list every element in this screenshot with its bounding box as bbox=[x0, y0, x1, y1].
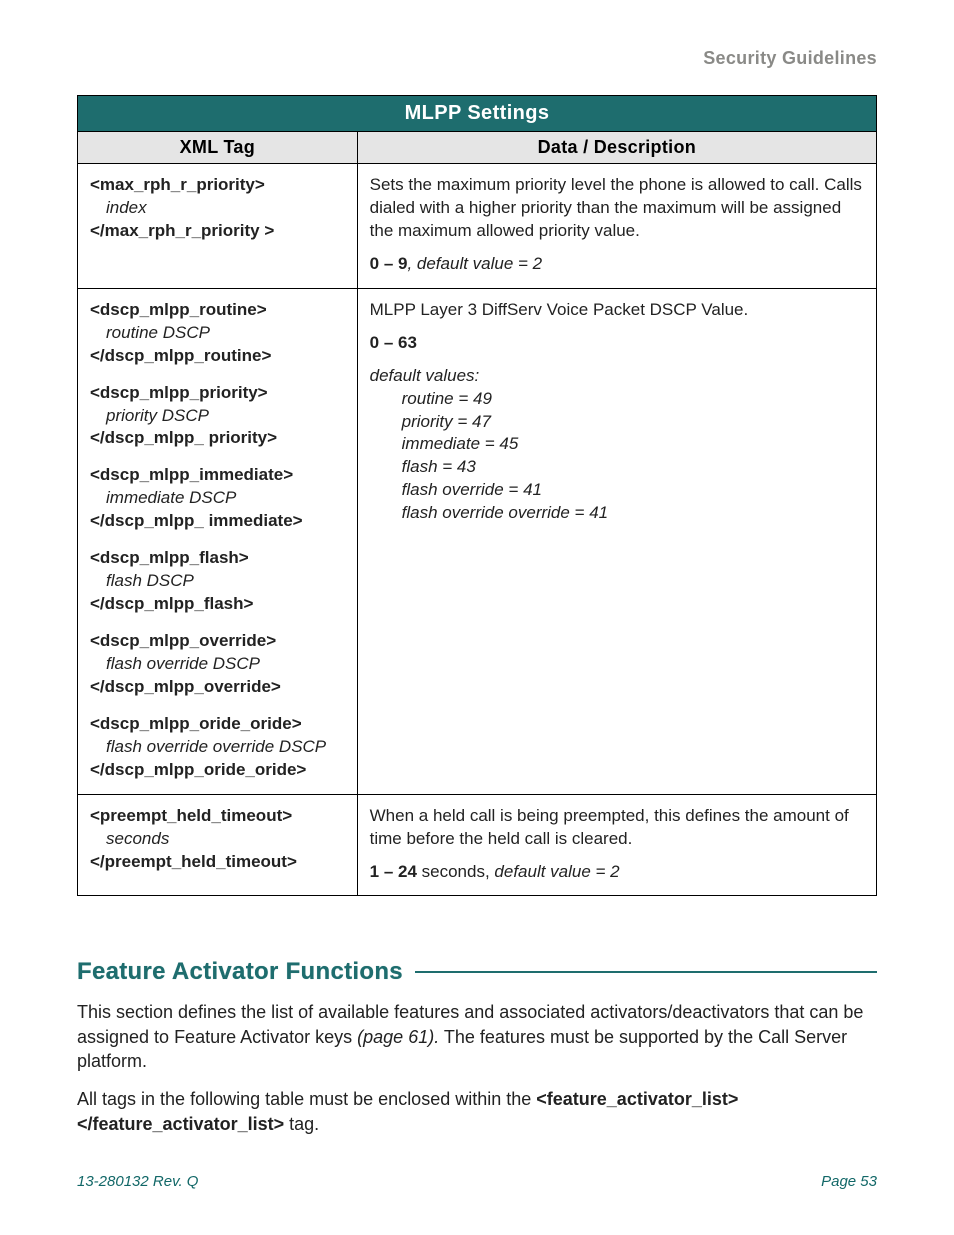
desc-main: MLPP Layer 3 DiffServ Voice Packet DSCP … bbox=[370, 299, 864, 322]
xml-value: immediate DSCP bbox=[90, 487, 345, 510]
table-row: <max_rph_r_priority>index</max_rph_r_pri… bbox=[78, 164, 877, 289]
xml-open-tag: <dscp_mlpp_oride_oride> bbox=[90, 714, 302, 733]
table-title: MLPP Settings bbox=[78, 96, 877, 132]
desc-defaults: default values:routine = 49priority = 47… bbox=[370, 365, 864, 526]
xml-tag-group: <dscp_mlpp_flash>flash DSCP</dscp_mlpp_f… bbox=[90, 547, 345, 616]
footer-right: Page 53 bbox=[821, 1173, 877, 1190]
xml-tag-group: <dscp_mlpp_priority> priority DSCP</dscp_… bbox=[90, 382, 345, 451]
desc-range-tail-ital: default value = 2 bbox=[494, 862, 619, 881]
default-value: flash override = 41 bbox=[370, 479, 864, 502]
section-p1: This section defines the list of availab… bbox=[77, 1000, 877, 1073]
desc-range-bold: 0 – 9 bbox=[370, 254, 408, 273]
xml-open-tag: <dscp_mlpp_immediate> bbox=[90, 465, 293, 484]
xml-close-tag: </preempt_held_timeout> bbox=[90, 851, 345, 874]
desc-range: 0 – 9, default value = 2 bbox=[370, 253, 864, 276]
section-title: Feature Activator Functions bbox=[77, 958, 403, 986]
xml-value: index bbox=[90, 197, 345, 220]
xml-value: flash override override DSCP bbox=[90, 736, 345, 759]
xml-tag-group: <dscp_mlpp_routine>routine DSCP</dscp_ml… bbox=[90, 299, 345, 368]
desc-main: Sets the maximum priority level the phon… bbox=[370, 174, 864, 243]
xml-open-tag: <dscp_mlpp_override> bbox=[90, 631, 276, 650]
xml-tag-group: <dscp_mlpp_override>flash override DSCP<… bbox=[90, 630, 345, 699]
desc-range-tail-plain: seconds, bbox=[417, 862, 495, 881]
xml-close-tag: </dscp_mlpp_ priority> bbox=[90, 427, 345, 450]
mlpp-settings-table: MLPP Settings XML Tag Data / Description… bbox=[77, 95, 877, 896]
xml-tag-cell: <preempt_held_timeout>seconds</preempt_h… bbox=[78, 794, 358, 896]
xml-close-tag: </dscp_mlpp_routine> bbox=[90, 345, 345, 368]
desc-range: 0 – 63 bbox=[370, 332, 864, 355]
defaults-label: default values: bbox=[370, 365, 864, 388]
col-header-desc: Data / Description bbox=[357, 132, 876, 164]
desc-range: 1 – 24 seconds, default value = 2 bbox=[370, 861, 864, 884]
xml-value: routine DSCP bbox=[90, 322, 345, 345]
xml-close-tag: </dscp_mlpp_override> bbox=[90, 676, 345, 699]
desc-range-bold: 0 – 63 bbox=[370, 333, 417, 352]
description-cell: When a held call is being preempted, thi… bbox=[357, 794, 876, 896]
xml-tag-group: <dscp_mlpp_oride_oride>flash override ov… bbox=[90, 713, 345, 782]
xml-value: flash override DSCP bbox=[90, 653, 345, 676]
xml-tag-group: <preempt_held_timeout>seconds</preempt_h… bbox=[90, 805, 345, 874]
xml-open-tag: <dscp_mlpp_flash> bbox=[90, 548, 249, 567]
xml-tag-cell: <max_rph_r_priority>index</max_rph_r_pri… bbox=[78, 164, 358, 289]
section-body: This section defines the list of availab… bbox=[77, 1000, 877, 1135]
xml-open-tag: <max_rph_r_priority> bbox=[90, 175, 265, 194]
default-value: priority = 47 bbox=[370, 411, 864, 434]
default-value: flash override override = 41 bbox=[370, 502, 864, 525]
xml-close-tag: </max_rph_r_priority > bbox=[90, 220, 345, 243]
section-heading: Feature Activator Functions bbox=[77, 958, 877, 986]
xml-open-tag: <dscp_mlpp_routine> bbox=[90, 300, 267, 319]
footer-left: 13-280132 Rev. Q bbox=[77, 1173, 198, 1190]
description-cell: MLPP Layer 3 DiffServ Voice Packet DSCP … bbox=[357, 288, 876, 794]
section-p2-tag-open: <feature_activator_list> bbox=[536, 1089, 738, 1109]
desc-range-bold: 1 – 24 bbox=[370, 862, 417, 881]
default-value: routine = 49 bbox=[370, 388, 864, 411]
description-cell: Sets the maximum priority level the phon… bbox=[357, 164, 876, 289]
col-header-xml: XML Tag bbox=[78, 132, 358, 164]
table-row: <dscp_mlpp_routine>routine DSCP</dscp_ml… bbox=[78, 288, 877, 794]
xml-open-tag: <preempt_held_timeout> bbox=[90, 806, 292, 825]
xml-tag-cell: <dscp_mlpp_routine>routine DSCP</dscp_ml… bbox=[78, 288, 358, 794]
default-value: immediate = 45 bbox=[370, 433, 864, 456]
page-footer: 13-280132 Rev. Q Page 53 bbox=[77, 1173, 877, 1190]
xml-value: priority DSCP bbox=[90, 405, 345, 428]
xml-value: seconds bbox=[90, 828, 345, 851]
section-p2: All tags in the following table must be … bbox=[77, 1087, 877, 1136]
xml-value: flash DSCP bbox=[90, 570, 345, 593]
xml-tag-group: <dscp_mlpp_immediate> immediate DSCP</dsc… bbox=[90, 464, 345, 533]
section-p2-tag-close: </feature_activator_list> bbox=[77, 1114, 284, 1134]
xml-tag-group: <max_rph_r_priority>index</max_rph_r_pri… bbox=[90, 174, 345, 243]
default-value: flash = 43 bbox=[370, 456, 864, 479]
xml-open-tag: <dscp_mlpp_priority> bbox=[90, 383, 268, 402]
section-p2-b: tag. bbox=[284, 1114, 319, 1134]
xml-close-tag: </dscp_mlpp_oride_oride> bbox=[90, 759, 345, 782]
section-p2-a: All tags in the following table must be … bbox=[77, 1089, 536, 1109]
section-p1-pageref: (page 61). bbox=[357, 1027, 439, 1047]
page-header-right: Security Guidelines bbox=[77, 48, 877, 69]
desc-main: When a held call is being preempted, thi… bbox=[370, 805, 864, 851]
xml-close-tag: </dscp_mlpp_ immediate> bbox=[90, 510, 345, 533]
desc-range-tail: , default value = 2 bbox=[407, 254, 542, 273]
xml-close-tag: </dscp_mlpp_flash> bbox=[90, 593, 345, 616]
section-rule bbox=[415, 971, 877, 973]
table-row: <preempt_held_timeout>seconds</preempt_h… bbox=[78, 794, 877, 896]
